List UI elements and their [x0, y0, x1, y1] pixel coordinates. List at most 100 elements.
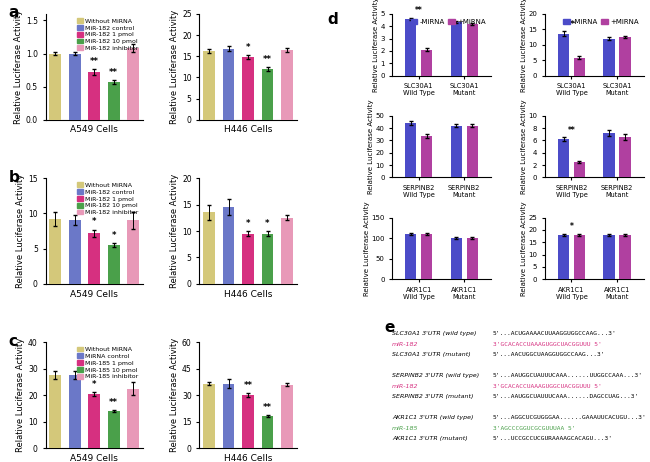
Text: 3'GCACACCUAAAGUGGCUACGGUUU 5': 3'GCACACCUAAAGUGGCUACGGUUU 5': [493, 341, 601, 346]
Bar: [467, 24, 478, 76]
Text: **: **: [415, 6, 422, 15]
Bar: [405, 234, 417, 279]
Text: miR-182: miR-182: [392, 341, 419, 346]
Bar: [69, 54, 81, 120]
Text: d: d: [327, 12, 338, 26]
Text: 5'...AAUGGCUAUUUCAAA......DAGCCUAG...3': 5'...AAUGGCUAUUUCAAA......DAGCCUAG...3': [493, 394, 639, 399]
Text: 3'GCACACCUAAAGUGGCUACGGUUU 5': 3'GCACACCUAAAGUGGCUACGGUUU 5': [493, 383, 601, 389]
Bar: [467, 238, 478, 279]
Bar: [203, 51, 215, 120]
Text: *: *: [246, 219, 250, 228]
Text: *: *: [92, 218, 96, 226]
Bar: [574, 162, 585, 177]
Text: miR-182: miR-182: [392, 383, 419, 389]
X-axis label: H446 Cells: H446 Cells: [224, 454, 272, 462]
Bar: [603, 133, 615, 177]
Text: 5'...AGGCUCGUGGGAA......GAAAUUCACUGU...3': 5'...AGGCUCGUGGGAA......GAAAUUCACUGU...3…: [493, 415, 647, 420]
Text: 3'AGCCCGGUCGCGUUUAA 5': 3'AGCCCGGUCGCGUUUAA 5': [493, 426, 575, 431]
X-axis label: H446 Cells: H446 Cells: [224, 290, 272, 298]
Bar: [262, 416, 274, 448]
Bar: [223, 207, 235, 284]
Text: SLC30A1 3'UTR (mutant): SLC30A1 3'UTR (mutant): [392, 352, 471, 357]
Bar: [281, 50, 293, 120]
Bar: [574, 58, 585, 76]
Text: **: **: [263, 55, 272, 64]
Text: e: e: [385, 320, 395, 335]
Text: **: **: [567, 126, 575, 135]
Bar: [127, 220, 139, 284]
Text: AKR1C1 3'UTR (wild type): AKR1C1 3'UTR (wild type): [392, 415, 474, 420]
Bar: [450, 22, 462, 76]
Bar: [203, 213, 215, 284]
Bar: [574, 235, 585, 279]
Bar: [450, 126, 462, 177]
Text: SLC30A1 3'UTR (wild type): SLC30A1 3'UTR (wild type): [392, 331, 476, 336]
Text: 5'...ACUGAAAACUUAAGGUGGCCAAG...3': 5'...ACUGAAAACUUAAGGUGGCCAAG...3': [493, 331, 616, 336]
Legend: Without MiRNA, MiRNA control, MiR-185 1 pmol, MiR-185 10 pmol, MiR-185 inhibitor: Without MiRNA, MiRNA control, MiR-185 1 …: [76, 345, 140, 381]
Text: 5'...AAUGGCUAUUUCAAA......UUGGCCAAA...3': 5'...AAUGGCUAUUUCAAA......UUGGCCAAA...3': [493, 373, 643, 378]
Bar: [467, 126, 478, 177]
Bar: [450, 238, 462, 279]
Text: **: **: [90, 57, 99, 66]
Y-axis label: Relative Luciferase Activity: Relative Luciferase Activity: [521, 201, 527, 296]
Text: SERPINB2 3'UTR (mutant): SERPINB2 3'UTR (mutant): [392, 394, 474, 399]
Text: *: *: [265, 219, 270, 228]
Bar: [49, 219, 61, 284]
Bar: [108, 82, 120, 120]
Text: **: **: [109, 68, 118, 77]
Y-axis label: Relative Luciferase Activity: Relative Luciferase Activity: [368, 99, 374, 194]
Text: *: *: [111, 231, 116, 240]
Bar: [603, 38, 615, 76]
Y-axis label: Relative Luciferase Activity: Relative Luciferase Activity: [170, 174, 179, 288]
Bar: [242, 57, 254, 120]
Text: a: a: [8, 6, 19, 20]
Text: *: *: [92, 380, 96, 389]
Text: **: **: [109, 398, 118, 407]
Text: 5'...AACUGGCUAAGGUGGCCAAG...3': 5'...AACUGGCUAAGGUGGCCAAG...3': [493, 352, 605, 357]
Bar: [223, 384, 235, 448]
X-axis label: H446 Cells: H446 Cells: [224, 125, 272, 134]
Bar: [421, 234, 432, 279]
Text: AKR1C1 3'UTR (mutant): AKR1C1 3'UTR (mutant): [392, 436, 468, 441]
Bar: [405, 19, 417, 76]
Text: **: **: [263, 403, 272, 412]
Bar: [421, 49, 432, 76]
Y-axis label: Relative Luciferase Activity: Relative Luciferase Activity: [14, 10, 23, 124]
Bar: [262, 69, 274, 120]
Bar: [281, 218, 293, 284]
Bar: [281, 384, 293, 448]
Text: **: **: [567, 20, 575, 29]
Bar: [88, 72, 100, 120]
Y-axis label: Relative Luciferase Activity: Relative Luciferase Activity: [170, 10, 179, 124]
Bar: [49, 54, 61, 120]
X-axis label: A549 Cells: A549 Cells: [70, 290, 118, 298]
Bar: [619, 137, 630, 177]
Text: *: *: [569, 222, 573, 231]
Bar: [558, 139, 569, 177]
Legend: -MiRNA, +MiRNA: -MiRNA, +MiRNA: [562, 18, 640, 26]
Text: miR-185: miR-185: [392, 426, 419, 431]
Bar: [88, 233, 100, 284]
Legend: Without MiRNA, MiR-182 control, MiR-182 1 pmol, MiR-182 10 pmol, MiR-182 inhibit: Without MiRNA, MiR-182 control, MiR-182 …: [76, 181, 140, 217]
Bar: [619, 37, 630, 76]
Bar: [69, 220, 81, 284]
Bar: [262, 234, 274, 284]
Bar: [242, 234, 254, 284]
Text: b: b: [8, 170, 20, 184]
Y-axis label: Relative Luciferase Activity: Relative Luciferase Activity: [16, 174, 25, 288]
Text: *: *: [246, 43, 250, 52]
Text: **: **: [244, 381, 253, 390]
Bar: [242, 395, 254, 448]
Bar: [405, 123, 417, 177]
Bar: [127, 389, 139, 448]
Bar: [421, 136, 432, 177]
Y-axis label: Relative Luciferase Activity: Relative Luciferase Activity: [170, 338, 179, 452]
Y-axis label: Relative Luciferase Activity: Relative Luciferase Activity: [372, 0, 379, 92]
Bar: [603, 235, 615, 279]
Text: 5'...UCCGCCUCGURAAAAGCACAGU...3': 5'...UCCGCCUCGURAAAAGCACAGU...3': [493, 436, 613, 441]
Bar: [127, 49, 139, 120]
Text: SERPINB2 3'UTR (wild type): SERPINB2 3'UTR (wild type): [392, 373, 480, 378]
Bar: [108, 245, 120, 284]
Y-axis label: Relative Luciferase Activity: Relative Luciferase Activity: [16, 338, 25, 452]
Bar: [69, 375, 81, 448]
